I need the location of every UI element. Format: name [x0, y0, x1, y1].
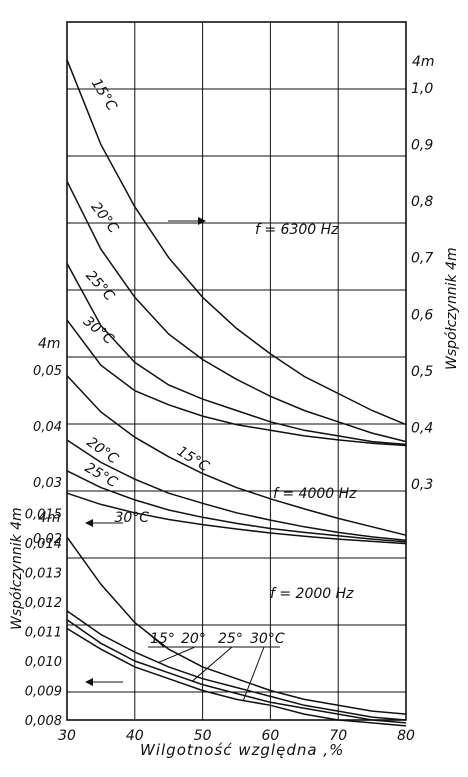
series-line-1-30C: [66, 492, 407, 545]
series-line-1-15C: [66, 375, 407, 536]
series-label: 15°C: [88, 76, 120, 114]
series-label-leader: [242, 646, 265, 701]
left-axis-tick-label: 0,015: [25, 508, 62, 523]
series-line-0-30C: [66, 319, 407, 447]
series-line-0-25C: [66, 263, 407, 446]
left-axis-title: Współczynnik 4m: [9, 507, 25, 630]
x-tick-label: 80: [397, 728, 415, 744]
right-axis-tick-label: 0,3: [411, 477, 433, 493]
right-axis-unit-label: 4m: [412, 54, 435, 70]
x-tick-label: 60: [261, 728, 279, 744]
series-label: 30°C: [250, 631, 285, 647]
left-axis-tick-label: 0,05: [33, 364, 62, 379]
left-axis-tick-label: 0,013: [25, 567, 62, 582]
left-axis-tick-label: 0,011: [25, 626, 62, 641]
left-axis-tick-label: 0,014: [25, 537, 62, 552]
series-label: 20°: [181, 631, 206, 647]
left-axis-tick-label: 0,012: [25, 596, 62, 611]
series-line-2-20: [66, 610, 407, 721]
x-tick-label: 30: [58, 728, 76, 744]
x-axis-title: Wilgotność względna ,%: [140, 741, 344, 759]
series-line-0-15C: [66, 59, 407, 426]
left-axis-tick-label: 0,008: [25, 714, 62, 729]
arrow-left-icon: [85, 678, 123, 686]
series-line-0-20C: [66, 180, 407, 443]
x-tick-label: 50: [194, 728, 212, 744]
chart-curves: [66, 59, 407, 727]
frequency-label-6300: f = 6300 Hz: [255, 222, 339, 238]
series-line-2-30C: [66, 627, 407, 727]
left-axis-tick-label: 0,009: [25, 685, 62, 700]
left-axis-tick-label: 0,04: [33, 420, 62, 435]
series-label: 15°: [150, 631, 175, 647]
left-axis-tick-label: 0,03: [33, 476, 62, 491]
series-label: 30°C: [80, 313, 117, 348]
series-label: 25°C: [82, 460, 120, 491]
left-axis-tick-label: 0,02: [33, 532, 62, 547]
x-tick-label: 70: [329, 728, 347, 744]
series-label: 30°C: [114, 510, 149, 526]
frequency-label-4000: f = 4000 Hz: [273, 486, 357, 502]
left-axis-tick-label: 0,010: [25, 655, 62, 670]
series-line-2-15: [66, 536, 407, 715]
right-axis-tick-label: 1,0: [411, 81, 433, 97]
x-tick-label: 40: [126, 728, 144, 744]
series-label: 25°: [218, 631, 243, 647]
series-line-1-25C: [66, 470, 407, 543]
left-axis-unit-label-lower: 4m: [38, 510, 61, 526]
plot-frame: [66, 21, 407, 721]
series-label: 25°C: [82, 268, 117, 305]
series-label-leader: [192, 646, 233, 682]
series-label-leader: [144, 630, 165, 648]
series-line-1-20C: [66, 439, 407, 541]
right-axis-title: Współczynnik 4m: [444, 247, 460, 370]
chart-grid: [66, 21, 407, 721]
series-line-2-25: [66, 619, 407, 724]
left-axis-unit-label-upper: 4m: [38, 336, 61, 352]
series-label: 15°C: [174, 443, 212, 475]
arrow-right-icon: [168, 217, 206, 225]
frequency-label-2000: f = 2000 Hz: [270, 586, 354, 602]
arrow-left-icon: [85, 519, 123, 527]
right-axis-tick-label: 0,5: [411, 364, 433, 380]
right-axis-tick-label: 0,9: [411, 138, 433, 154]
series-label-leader: [158, 646, 196, 663]
right-axis-tick-label: 0,8: [411, 194, 433, 210]
right-axis-tick-label: 0,7: [411, 251, 433, 267]
right-axis-tick-label: 0,6: [411, 307, 433, 323]
right-axis-tick-label: 0,4: [411, 420, 433, 436]
